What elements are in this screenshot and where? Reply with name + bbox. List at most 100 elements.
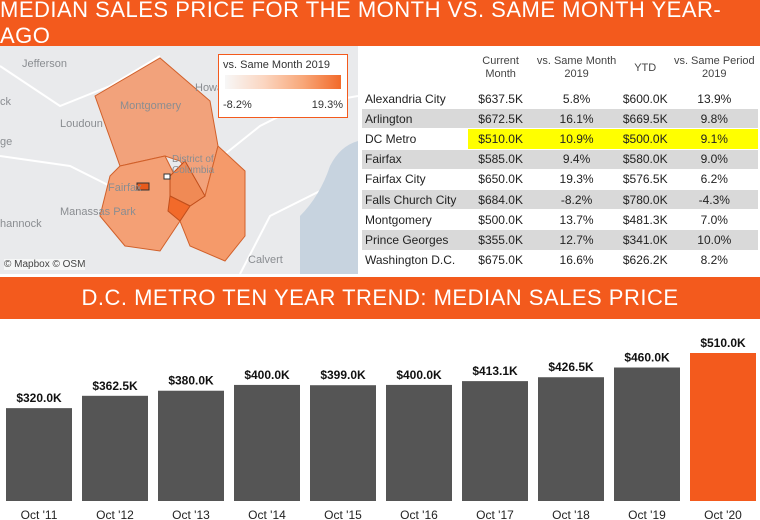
- cell-ytd: $580.0K: [619, 148, 671, 170]
- map-region-fairfax: [99, 155, 181, 252]
- cell-vs-period: 6.2%: [670, 168, 758, 190]
- cell-vs-period: 9.1%: [670, 128, 758, 150]
- table-row[interactable]: Montgomery $500.0K 13.7% $481.3K 7.0%: [362, 209, 758, 230]
- bar-0[interactable]: [6, 408, 72, 501]
- cell-ytd: $669.5K: [619, 108, 671, 129]
- x-tick-label: Oct '12: [96, 508, 134, 520]
- x-tick-label: Oct '20: [704, 508, 742, 520]
- trend-banner: D.C. METRO TEN YEAR TREND: MEDIAN SALES …: [0, 277, 760, 319]
- bar-1[interactable]: [82, 395, 148, 501]
- table-row[interactable]: Washington D.C. $675.0K 16.6% $626.2K 8.2%: [362, 249, 758, 270]
- bar-value-label: $510.0K: [700, 336, 746, 350]
- cell-vs-month: 19.3%: [533, 168, 620, 190]
- table-row[interactable]: Fairfax City $650.0K 19.3% $576.5K 6.2%: [362, 168, 758, 190]
- x-tick-label: Oct '17: [476, 508, 514, 520]
- bar-2[interactable]: [158, 390, 224, 501]
- cell-region-name: Alexandria City: [362, 87, 468, 109]
- map-legend: vs. Same Month 2019 -8.2% 19.3%: [218, 54, 348, 118]
- cell-current-month: $675.0K: [468, 249, 534, 270]
- cell-current-month: $510.0K: [468, 128, 534, 150]
- cell-current-month: $500.0K: [468, 209, 534, 230]
- bar-value-label: $460.0K: [624, 351, 670, 365]
- cell-ytd: $341.0K: [619, 229, 671, 250]
- map-label-montgomery: Montgomery: [120, 100, 182, 112]
- map-label-jefferson: Jefferson: [22, 58, 68, 70]
- cell-vs-month: 16.6%: [533, 249, 620, 270]
- cell-vs-month: 5.8%: [533, 87, 620, 109]
- cell-vs-period: 10.0%: [670, 229, 758, 250]
- cell-current-month: $355.0K: [468, 229, 534, 250]
- map-label-dc: District of Columbia: [172, 154, 215, 176]
- map-label-hannock: hannock: [0, 218, 42, 230]
- bar-value-label: $400.0K: [244, 368, 290, 382]
- bar-5[interactable]: [386, 384, 452, 501]
- x-tick-label: Oct '18: [552, 508, 590, 520]
- x-tick-label: Oct '14: [248, 508, 286, 520]
- cell-current-month: $650.0K: [468, 168, 534, 190]
- cell-region-name: Prince Georges: [362, 229, 468, 250]
- cell-region-name: Washington D.C.: [362, 249, 468, 270]
- map-label-loudoun: Loudoun: [60, 118, 103, 130]
- x-tick-label: Oct '11: [21, 508, 58, 520]
- bar-9[interactable]: [690, 353, 756, 501]
- bar-8[interactable]: [614, 367, 680, 501]
- cell-vs-period: 7.0%: [670, 209, 758, 230]
- cell-vs-period: 13.9%: [670, 87, 758, 109]
- trend-title: D.C. METRO TEN YEAR TREND: MEDIAN SALES …: [81, 285, 679, 310]
- table-row[interactable]: Prince Georges $355.0K 12.7% $341.0K 10.0%: [362, 229, 758, 250]
- bar-6[interactable]: [462, 381, 528, 501]
- table-row[interactable]: Falls Church City $684.0K -8.2% $780.0K -4.3…: [362, 188, 758, 210]
- cell-current-month: $672.5K: [468, 108, 534, 129]
- bar-7[interactable]: [538, 377, 604, 501]
- x-tick-label: Oct '13: [172, 508, 210, 520]
- cell-vs-month: 16.1%: [533, 108, 620, 129]
- bar-value-label: $399.0K: [320, 368, 366, 382]
- cell-current-month: $637.5K: [468, 87, 534, 109]
- cell-current-month: $585.0K: [468, 148, 534, 170]
- col-vs-period: vs. Same Period 2019: [673, 55, 755, 80]
- map-panel[interactable]: Jefferson ck Loudoun Montgomery Howa ge …: [0, 46, 360, 274]
- cell-ytd: $576.5K: [619, 168, 671, 190]
- cell-current-month: $684.0K: [468, 188, 534, 210]
- cell-region-name: DC Metro: [362, 128, 468, 150]
- col-ytd: YTD: [634, 61, 657, 74]
- x-tick-label: Oct '19: [628, 508, 666, 520]
- map-label-calvert: Calvert: [248, 254, 283, 266]
- map-region-fairfax-city: [136, 182, 150, 191]
- table-row[interactable]: DC Metro $510.0K 10.9% $500.0K 9.1%: [362, 128, 758, 150]
- bar-value-label: $400.0K: [396, 368, 442, 382]
- cell-vs-period: 8.2%: [670, 249, 758, 270]
- table-row[interactable]: Arlington $672.5K 16.1% $669.5K 9.8%: [362, 108, 758, 129]
- cell-vs-month: 9.4%: [533, 148, 620, 170]
- cell-region-name: Falls Church City: [362, 188, 468, 210]
- page-title: MEDIAN SALES PRICE FOR THE MONTH VS. SAM…: [0, 0, 722, 48]
- cell-vs-period: 9.8%: [670, 108, 758, 129]
- map-label-ge: ge: [0, 136, 13, 148]
- table-body: Alexandria City $637.5K 5.8% $600.0K 13.9% Ar…: [362, 87, 758, 270]
- map-attribution[interactable]: © Mapbox © OSM: [4, 259, 86, 270]
- col-vs-month: vs. Same Month 2019: [536, 55, 617, 80]
- cell-vs-period: -4.3%: [670, 188, 758, 210]
- cell-ytd: $500.0K: [619, 128, 671, 150]
- col-region: [362, 48, 468, 89]
- map-canvas[interactable]: [0, 46, 358, 274]
- bar-3[interactable]: [234, 384, 300, 501]
- cell-region-name: Arlington: [362, 108, 468, 129]
- cell-ytd: $626.2K: [619, 249, 671, 270]
- table-row[interactable]: Alexandria City $637.5K 5.8% $600.0K 13.9%: [362, 87, 758, 109]
- cell-ytd: $600.0K: [619, 87, 671, 109]
- bar-value-label: $413.1K: [472, 364, 518, 378]
- x-tick-label: Oct '15: [324, 508, 362, 520]
- table-row[interactable]: Fairfax $585.0K 9.4% $580.0K 9.0%: [362, 148, 758, 170]
- cell-vs-month: -8.2%: [533, 188, 620, 210]
- legend-max: 19.3%: [311, 99, 343, 111]
- table-header-row: Current Month vs. Same Month 2019 YTD vs…: [362, 48, 758, 89]
- header-banner: MEDIAN SALES PRICE FOR THE MONTH VS. SAM…: [0, 0, 760, 48]
- bar-value-label: $380.0K: [168, 374, 214, 388]
- map-label-fairfax: Fairfax: [108, 182, 142, 194]
- x-tick-label: Oct '16: [400, 508, 438, 520]
- bar-4[interactable]: [310, 385, 376, 501]
- legend-title: vs. Same Month 2019: [223, 59, 331, 71]
- price-table: Current Month vs. Same Month 2019 YTD vs…: [362, 48, 758, 270]
- cell-region-name: Fairfax: [362, 148, 468, 170]
